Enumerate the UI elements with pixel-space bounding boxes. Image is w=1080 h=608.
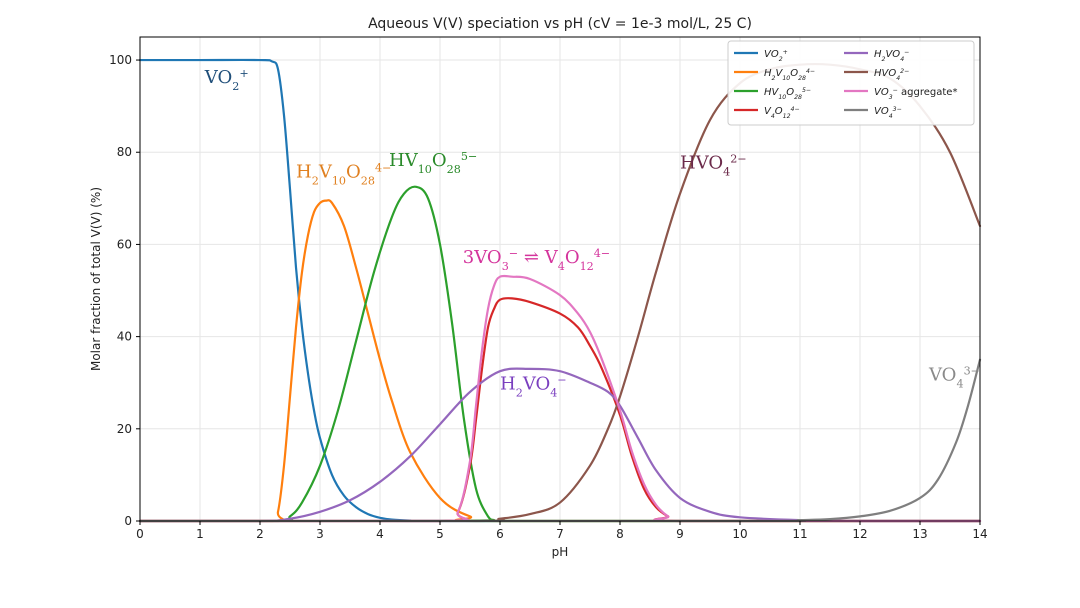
species-annotation-6: VO43− [928, 364, 980, 390]
series-line-h2vo4 [138, 367, 982, 523]
x-tick-label: 14 [972, 527, 987, 541]
x-tick-label: 4 [376, 527, 384, 541]
x-tick-label: 13 [912, 527, 927, 541]
species-annotations: VO2+H2V10O284−HV10O285−3VO3− ⇌ V4O124−HV… [204, 67, 980, 400]
legend-entry-label: H2VO4− [874, 49, 909, 63]
y-tick-label: 0 [124, 514, 132, 528]
x-tick-label: 1 [196, 527, 204, 541]
x-tick-label: 12 [852, 527, 867, 541]
x-tick-label: 2 [256, 527, 264, 541]
y-tick-label: 80 [117, 145, 132, 159]
series-line-h2v10o28-4 [138, 199, 982, 523]
species-annotation-0: VO2+ [204, 67, 249, 93]
y-tick-label: 100 [109, 53, 132, 67]
legend-entry-label: VO43− [874, 106, 902, 120]
x-tick-label: 6 [496, 527, 504, 541]
legend-entry-label: VO2+ [764, 49, 788, 63]
legend-entry-label: HV10O285− [764, 87, 811, 101]
y-tick-label: 60 [117, 237, 132, 251]
chart-title: Aqueous V(V) speciation vs pH (cV = 1e-3… [368, 16, 752, 32]
x-tick-label: 5 [436, 527, 444, 541]
x-tick-label: 8 [616, 527, 624, 541]
legend-entry-label: V4O124− [764, 106, 800, 120]
series-line-vo3-aggregate [138, 274, 982, 523]
x-tick-label: 9 [676, 527, 684, 541]
legend-frame [727, 40, 975, 126]
species-annotation-1: H2V10O284− [296, 161, 391, 187]
x-axis-label: pH [552, 545, 569, 559]
y-axis-label: Molar fraction of total V(V) (%) [89, 187, 103, 371]
x-tick-label: 7 [556, 527, 564, 541]
legend-entry-label: VO3− aggregate* [874, 87, 957, 101]
legend-entry-label: H2V10O284− [764, 68, 815, 82]
species-annotation-2: HV10O285− [389, 150, 477, 176]
y-tick-label: 20 [117, 422, 132, 436]
species-annotation-5: H2VO4− [500, 373, 567, 399]
species-annotation-4: HVO42− [680, 152, 747, 178]
x-tick-label: 11 [792, 527, 807, 541]
x-tick-label: 10 [732, 527, 747, 541]
species-annotation-3: 3VO3− ⇌ V4O124− [463, 246, 610, 272]
legend: VO2+ H2V10O284− HV10O285− V4O124− H2VO4− HVO4… [727, 40, 975, 126]
y-tick-label: 40 [117, 330, 132, 344]
legend-entry-label: HVO42− [874, 68, 909, 82]
x-tick-label: 0 [136, 527, 144, 541]
x-tick-label: 3 [316, 527, 324, 541]
